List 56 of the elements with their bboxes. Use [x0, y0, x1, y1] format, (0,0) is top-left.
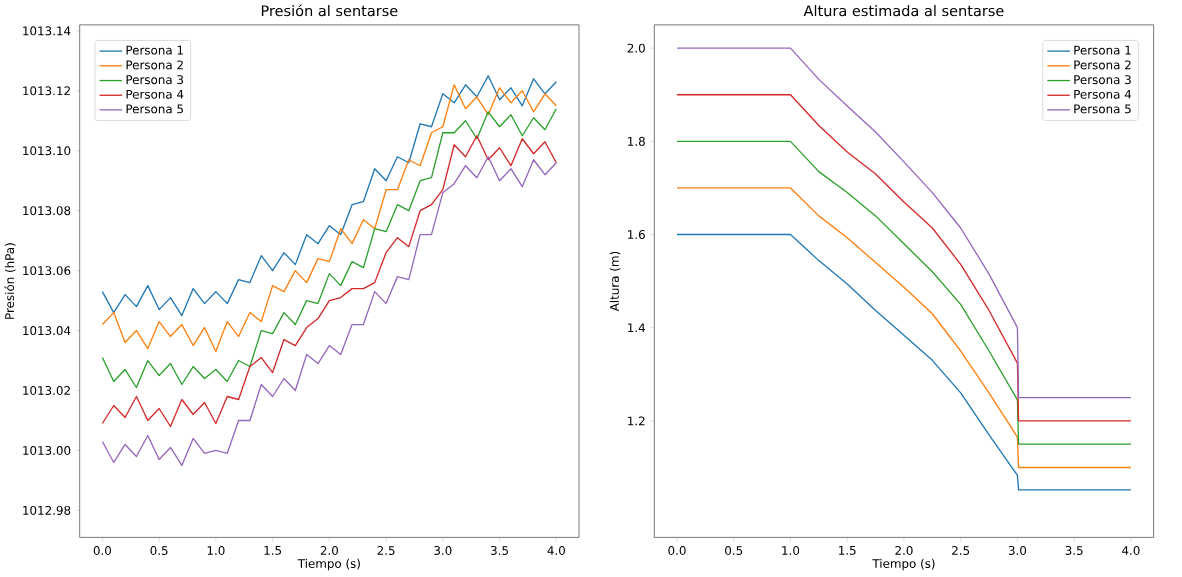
legend-label: Persona 5	[1074, 104, 1131, 114]
x-tick-label: 3.0	[1008, 546, 1027, 555]
x-tick-label: 2.0	[320, 545, 339, 555]
x-tick-label: 0.5	[150, 545, 168, 555]
line-series	[101, 84, 557, 353]
legend-label: Persona 4	[126, 89, 184, 99]
y-tick-label: 1013.14	[23, 26, 71, 36]
y-tick-label: 1012.98	[23, 505, 71, 515]
line-series	[676, 187, 1132, 469]
line-series	[676, 47, 1132, 399]
x-tick-label: 3.0	[434, 545, 452, 555]
y-tick-label: 1.4	[628, 323, 645, 333]
x-tick-label: 1.5	[264, 546, 282, 555]
y-tick-label: 1013.06	[23, 266, 71, 276]
x-axis-title: Tiempo (s)	[297, 558, 360, 571]
x-axis-title: Tiempo (s)	[872, 558, 935, 571]
y-tick-label: 1013.04	[23, 326, 71, 336]
y-tick-label: 1013.02	[23, 386, 70, 396]
x-tick-label: 4.0	[547, 545, 565, 555]
legend-label: Persona 3	[1074, 75, 1131, 85]
x-tick-label: 0.0	[668, 546, 686, 555]
x-tick-label: 3.5	[1065, 546, 1083, 555]
y-tick-label: 1.8	[628, 136, 645, 146]
x-tick-label: 1.0	[782, 546, 800, 555]
x-tick-label: 2.5	[377, 545, 395, 555]
line-series	[101, 75, 557, 317]
line-series	[101, 135, 557, 428]
x-tick-label: 1.0	[207, 545, 225, 555]
y-tick-label: 1013.10	[23, 146, 71, 156]
x-tick-label: 4.0	[1122, 546, 1140, 555]
y-tick-label: 1013.00	[23, 445, 71, 455]
legend-label: Persona 1	[126, 45, 183, 55]
x-tick-label: 0.0	[93, 545, 112, 555]
legend-label: Persona 1	[1074, 45, 1131, 55]
x-tick-label: 3.5	[491, 545, 508, 555]
legend-label: Persona 3	[126, 75, 184, 85]
x-tick-label: 1.5	[839, 546, 856, 555]
y-tick-label: 1.6	[628, 230, 645, 240]
y-tick-label: 2.0	[627, 43, 645, 53]
y-tick-label: 1.2	[628, 416, 645, 426]
line-series	[676, 233, 1132, 491]
x-tick-label: 0.5	[725, 546, 743, 555]
y-tick-label: 1013.08	[23, 206, 71, 216]
line-series	[676, 140, 1132, 445]
legend-label: Persona 4	[1074, 89, 1132, 99]
y-axis-title: Altura (m)	[609, 251, 621, 312]
x-tick-label: 2.5	[952, 546, 970, 555]
legend-label: Persona 2	[126, 60, 183, 70]
chart-title: Presión al sentarse	[261, 4, 398, 17]
y-tick-label: 1013.12	[23, 86, 70, 96]
legend-label: Persona 2	[1074, 60, 1131, 70]
line-series	[101, 156, 557, 467]
legend-label: Persona 5	[126, 104, 183, 114]
y-axis-title: Presión (hPa)	[4, 243, 16, 319]
chart-title: Altura estimada al sentarse	[803, 4, 1004, 17]
x-tick-label: 2.0	[895, 546, 913, 555]
